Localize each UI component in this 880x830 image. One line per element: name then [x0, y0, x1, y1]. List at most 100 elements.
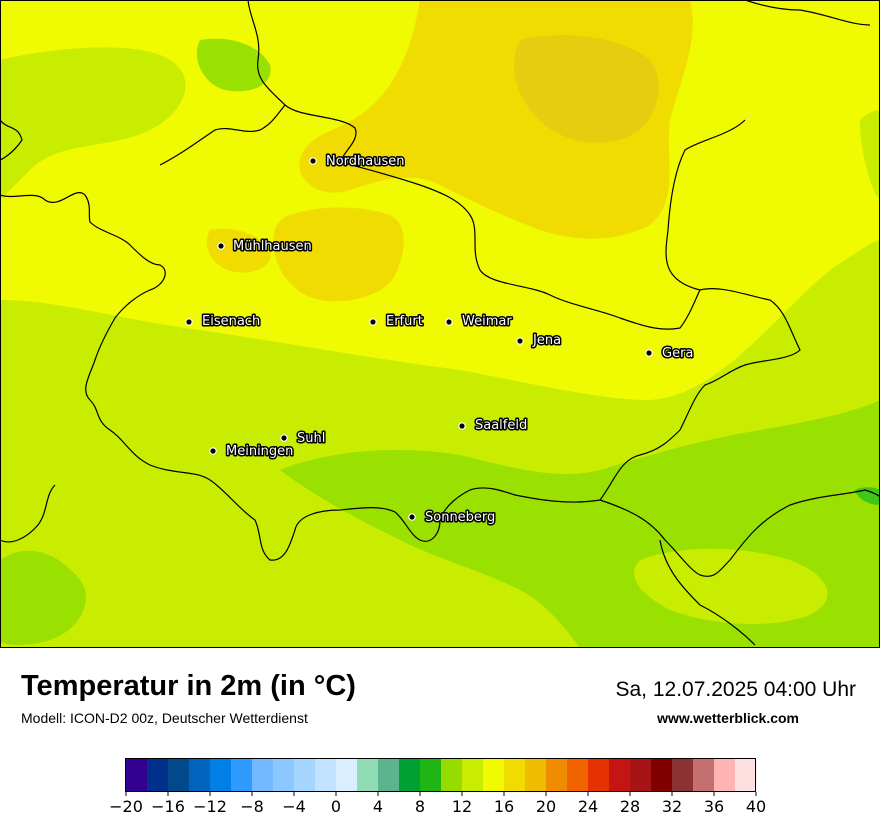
- map-title: Temperatur in 2m (in °C): [21, 670, 356, 702]
- city-dot: [516, 337, 524, 345]
- legend-swatch: [672, 759, 694, 792]
- legend-swatches: [126, 759, 757, 792]
- legend-swatch: [504, 759, 526, 792]
- city-label: Weimar: [462, 314, 512, 329]
- border-nw: [0, 119, 23, 161]
- temperature-map: Nordhausen Mühlhausen Eisenach Erfurt We…: [0, 0, 880, 648]
- legend-frame: [125, 758, 756, 792]
- border-east: [679, 288, 801, 431]
- legend-swatch: [462, 759, 484, 792]
- legend-tick-label: 36: [704, 797, 724, 816]
- legend-swatch: [189, 759, 211, 792]
- legend-tick-label: −16: [151, 797, 185, 816]
- city-label: Jena: [532, 333, 561, 348]
- city-label: Saalfeld: [475, 418, 527, 433]
- map-canvas: Nordhausen Mühlhausen Eisenach Erfurt We…: [0, 0, 880, 648]
- border-west-2: [0, 484, 56, 543]
- legend-swatch: [420, 759, 442, 792]
- legend-tick-label: 32: [662, 797, 682, 816]
- border-n-center: [159, 104, 286, 166]
- legend-swatch: [315, 759, 337, 792]
- legend-tick-label: 28: [620, 797, 640, 816]
- legend-tick-label: 12: [452, 797, 472, 816]
- border-north: [247, 0, 701, 330]
- city-saalfeld: Saalfeld: [458, 417, 529, 435]
- city-dot: [185, 318, 193, 326]
- legend-swatch: [210, 759, 232, 792]
- field-12-14-w: [0, 550, 86, 645]
- city-erfurt: Erfurt: [369, 313, 424, 331]
- legend-tick-label: 0: [331, 797, 341, 816]
- legend-swatch: [168, 759, 190, 792]
- city-dot: [209, 447, 217, 455]
- city-weimar: Weimar: [445, 313, 514, 331]
- border-east-vertical: [665, 119, 746, 291]
- legend-swatch: [693, 759, 715, 792]
- city-dot: [280, 434, 288, 442]
- legend-swatch: [609, 759, 631, 792]
- color-legend: −20 −16 −12 −8 −4 0 4 8 12 16 20 24 28 32 36 40: [109, 758, 766, 816]
- legend-swatch: [483, 759, 505, 792]
- legend-tick-label: 40: [746, 797, 766, 816]
- city-dot: [445, 318, 453, 326]
- field-14-16-nw: [0, 47, 186, 200]
- legend-swatch: [378, 759, 400, 792]
- city-dot: [408, 513, 416, 521]
- field-17-west: [206, 228, 271, 273]
- city-dot: [458, 422, 466, 430]
- city-label: Sonneberg: [425, 510, 495, 525]
- city-label: Meiningen: [226, 444, 293, 459]
- footer: Temperatur in 2m (in °C) Modell: ICON-D2…: [0, 648, 880, 830]
- city-muehlhausen: Mühlhausen: [217, 238, 313, 256]
- legend-swatch: [735, 759, 757, 792]
- legend-swatch: [525, 759, 547, 792]
- state-borders: [0, 0, 880, 646]
- field-11-speck: [855, 487, 880, 505]
- field-14-16-ne: [860, 110, 880, 200]
- city-dot: [309, 157, 317, 165]
- legend-tick-label: 8: [415, 797, 425, 816]
- city-label: Gera: [662, 346, 693, 361]
- legend-swatch: [651, 759, 673, 792]
- legend-tick-label: −4: [282, 797, 306, 816]
- city-label: Suhl: [297, 431, 325, 446]
- legend-tick-label: 4: [373, 797, 383, 816]
- city-label: Eisenach: [202, 314, 260, 329]
- legend-swatch: [147, 759, 169, 792]
- legend-swatch: [399, 759, 421, 792]
- city-label: Mühlhausen: [233, 239, 312, 254]
- city-meiningen: Meiningen: [209, 443, 295, 461]
- legend-swatch: [630, 759, 652, 792]
- border-west: [0, 192, 681, 561]
- forecast-datetime: Sa, 12.07.2025 04:00 Uhr: [615, 678, 856, 701]
- city-eisenach: Eisenach: [185, 313, 262, 331]
- legend-swatch: [714, 759, 736, 792]
- legend-swatch: [273, 759, 295, 792]
- legend-ticks: −20 −16 −12 −8 −4 0 4 8 12 16 20 24 28 32 36 40: [109, 792, 766, 816]
- city-sonneberg: Sonneberg: [408, 509, 497, 527]
- legend-swatch: [567, 759, 589, 792]
- border-czech: [659, 539, 756, 646]
- legend-swatch: [231, 759, 253, 792]
- city-dot: [645, 349, 653, 357]
- city-jena: Jena: [516, 332, 563, 350]
- website-link[interactable]: www.wetterblick.com: [657, 710, 799, 726]
- legend-swatch: [294, 759, 316, 792]
- city-label: Erfurt: [386, 314, 423, 329]
- legend-tick-label: 24: [578, 797, 598, 816]
- city-suhl: Suhl: [280, 430, 327, 448]
- city-label: Nordhausen: [326, 154, 405, 169]
- legend-tick-label: −20: [109, 797, 143, 816]
- legend-swatch: [546, 759, 568, 792]
- border-northeast: [744, 0, 871, 26]
- legend-tick-label: −12: [193, 797, 227, 816]
- field-17-core: [514, 35, 659, 143]
- legend-swatch: [126, 759, 148, 792]
- field-12-14-patch: [196, 38, 271, 92]
- border-south-bavaria: [599, 489, 880, 577]
- city-dot: [369, 318, 377, 326]
- legend-tick-label: 16: [494, 797, 514, 816]
- legend-tick-label: −8: [240, 797, 264, 816]
- legend-swatch: [336, 759, 358, 792]
- field-14-16-inset: [634, 548, 828, 625]
